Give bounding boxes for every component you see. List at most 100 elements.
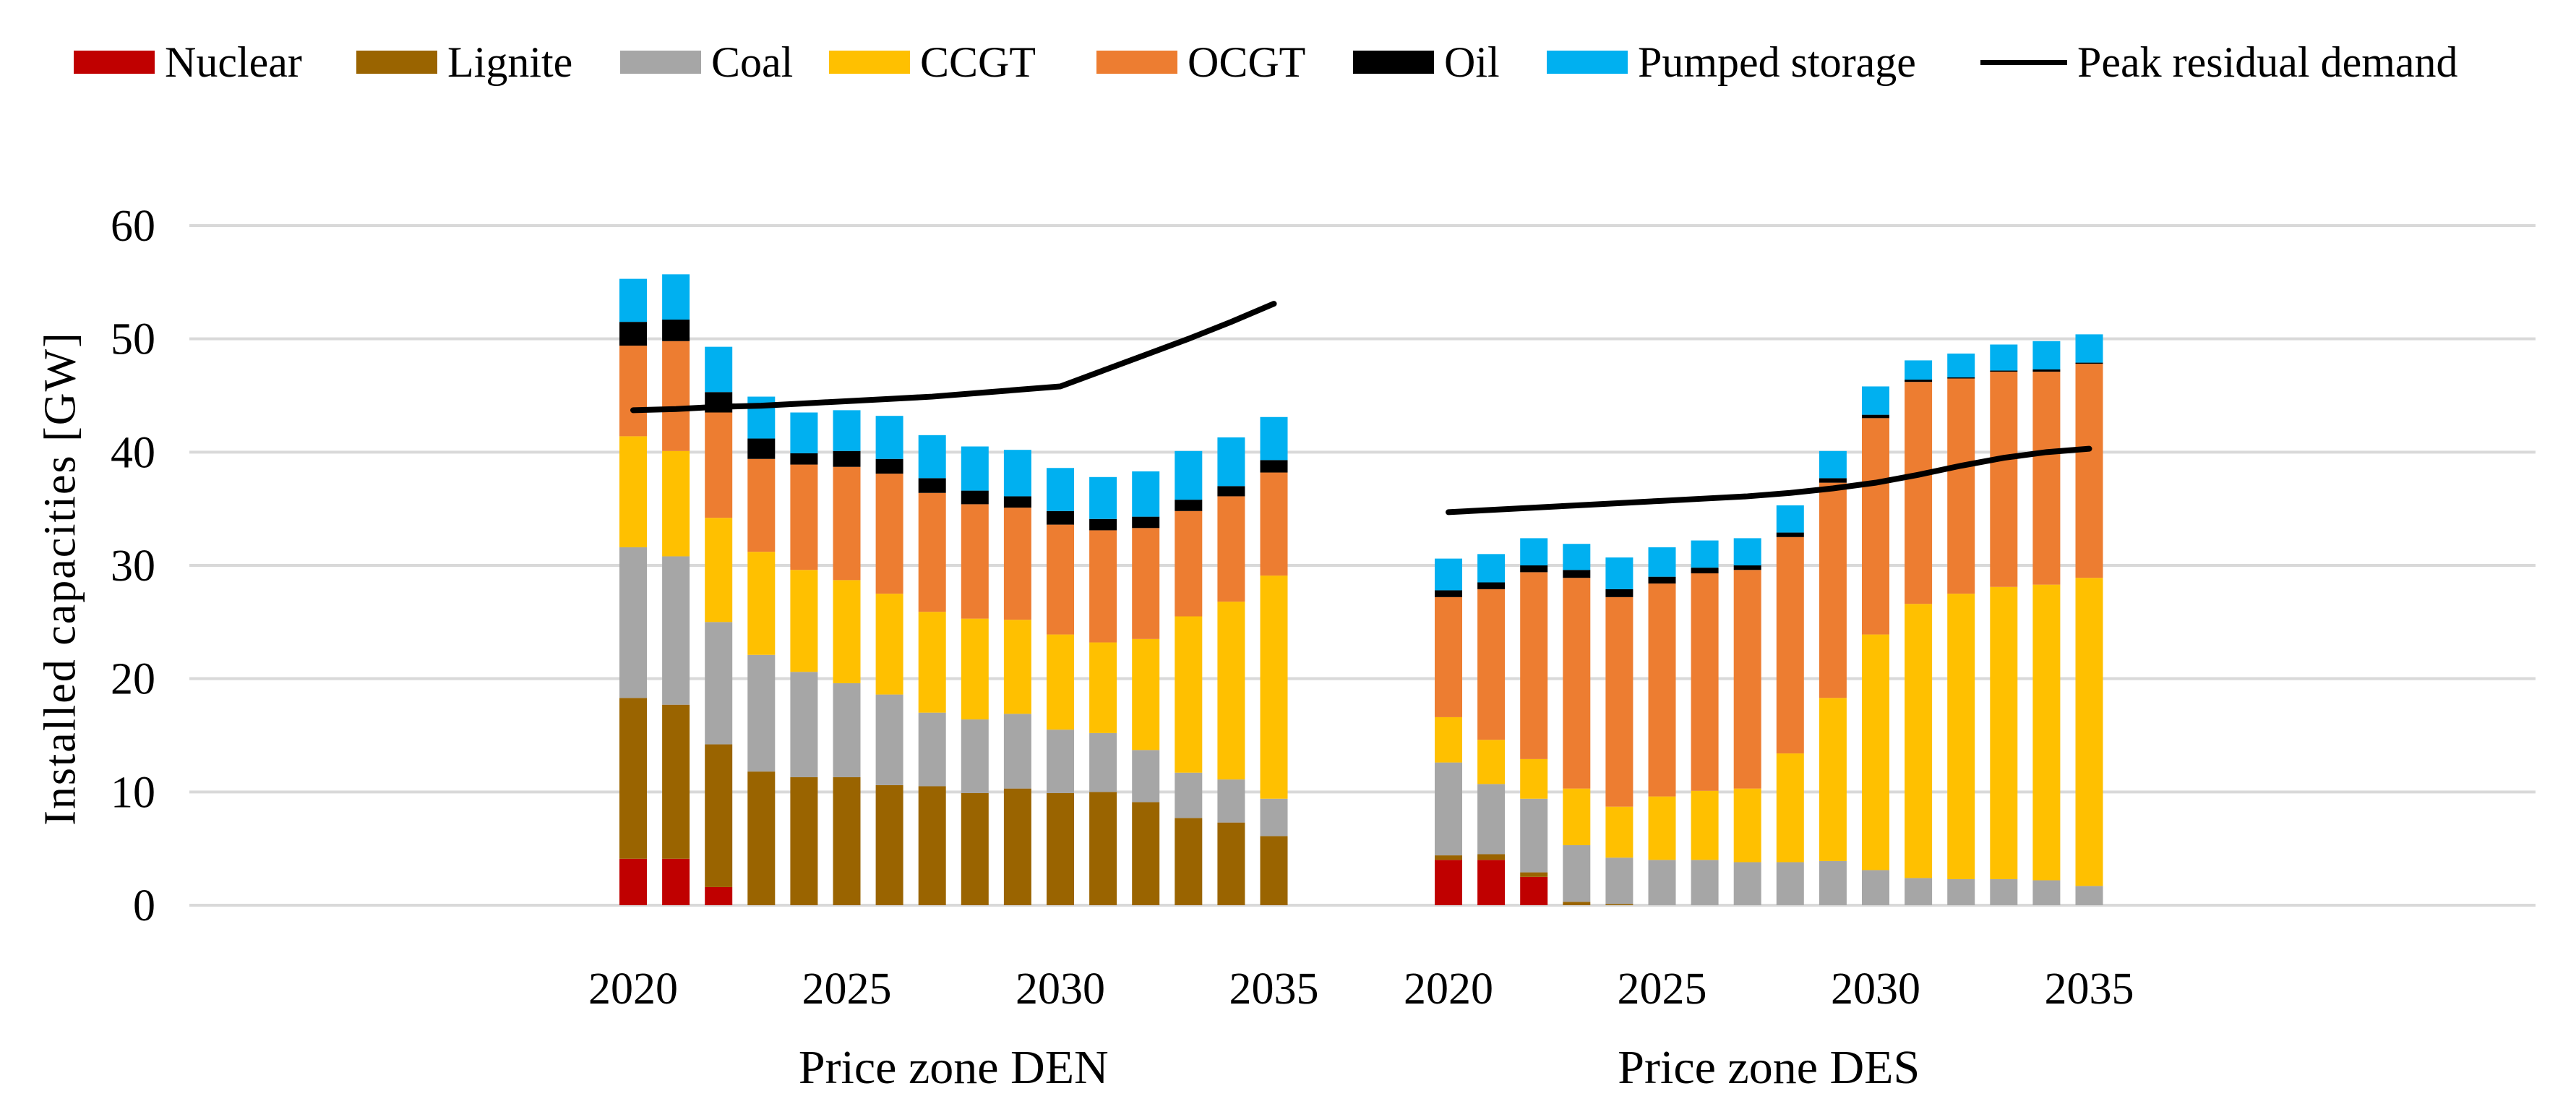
bar-segment — [662, 450, 690, 557]
ocgt-swatch-icon — [1096, 51, 1177, 74]
bar-segment — [1435, 762, 1462, 856]
bar-segment — [662, 556, 690, 705]
bar-segment — [1819, 450, 1847, 479]
bar-segment — [918, 478, 946, 493]
bar-segment — [705, 886, 733, 905]
bar-segment — [1563, 844, 1591, 902]
bar-segment — [1776, 505, 1804, 533]
bar-segment — [1605, 596, 1633, 807]
bar-segment — [1648, 583, 1676, 797]
zone-title: Price zone DES — [1618, 1041, 1920, 1094]
bar-segment — [1175, 500, 1203, 511]
bar-segment — [1605, 806, 1633, 858]
bar-segment — [1477, 740, 1506, 784]
zone-title: Price zone DEN — [799, 1041, 1109, 1094]
bar-segment — [747, 552, 776, 655]
bar-segment — [1175, 772, 1203, 818]
bar-segment — [790, 672, 818, 777]
bar-segment — [1089, 642, 1117, 733]
bar-segment — [1862, 386, 1889, 415]
bar-segment — [1520, 872, 1548, 877]
bar-segment — [1990, 878, 2018, 905]
bar-segment — [790, 464, 818, 570]
bar-segment — [619, 858, 647, 905]
legend-item-ocgt: OCGT — [1096, 33, 1305, 91]
bar-segment — [2075, 334, 2103, 363]
bar-segment — [705, 518, 733, 623]
bar-segment — [1217, 496, 1245, 602]
bar-segment — [1905, 380, 1933, 382]
bar-segment — [1819, 860, 1847, 905]
bar-segment — [1605, 557, 1633, 589]
bar-segment — [1563, 544, 1591, 570]
legend-label: Peak residual demand — [2077, 38, 2458, 86]
bar-segment — [1477, 582, 1506, 589]
bar-segment — [1175, 616, 1203, 773]
bar-segment — [2032, 584, 2061, 881]
bar-segment — [619, 278, 647, 322]
bar-segment — [1175, 450, 1203, 500]
y-tick-label: 50 — [111, 315, 155, 364]
bar-segment — [1862, 414, 1889, 419]
bar-segment — [1477, 589, 1506, 740]
bar-segment — [1990, 370, 2018, 372]
bar-segment — [1260, 472, 1288, 576]
bar-segment — [1477, 860, 1506, 905]
bar-segment — [1947, 377, 1975, 379]
bar-segment — [1605, 857, 1633, 904]
bar-segment — [1435, 860, 1462, 905]
bar-segment — [875, 694, 903, 785]
bar-segment — [1862, 870, 1889, 905]
nuclear-swatch-icon — [74, 51, 155, 74]
bar-segment — [1648, 796, 1676, 860]
bar-segment — [875, 416, 903, 459]
bar-segment — [1947, 354, 1975, 377]
bar-segment — [662, 341, 690, 451]
bar-segment — [2075, 364, 2103, 578]
bar-segment — [1563, 578, 1591, 789]
y-tick-label: 30 — [111, 542, 155, 591]
bar-segment — [1175, 510, 1203, 617]
bar-segment — [1047, 634, 1074, 730]
bar-segment — [1260, 576, 1288, 799]
bar-segment — [1477, 854, 1506, 860]
x-tick-label: 2035 — [2045, 965, 2134, 1014]
bar-segment — [1520, 876, 1548, 905]
bar-segment — [1217, 437, 1245, 487]
bar-segment — [1260, 416, 1288, 461]
bar-segment — [1047, 792, 1074, 905]
bar-segment — [619, 547, 647, 698]
bar-segment — [1563, 788, 1591, 845]
bar-segment — [918, 786, 946, 905]
bar-segment — [790, 453, 818, 465]
bar-segment — [833, 683, 861, 777]
bar-segment — [705, 622, 733, 745]
bar-segment — [1691, 568, 1719, 573]
bar-segment — [833, 777, 861, 905]
bar-segment — [1605, 589, 1633, 597]
bar-segment — [1905, 878, 1933, 905]
bar-segment — [1435, 558, 1462, 591]
legend-label: Coal — [711, 38, 794, 86]
bar-segment — [1217, 602, 1245, 780]
bar-segment — [1047, 730, 1074, 793]
bar-segment — [2032, 372, 2061, 585]
bar-segment — [1217, 486, 1245, 497]
bar-segment — [1003, 714, 1031, 789]
bar-segment — [2032, 880, 2061, 905]
bar-segment — [1648, 547, 1676, 577]
bar-segment — [747, 438, 776, 459]
legend-label: Oil — [1444, 38, 1500, 86]
bar-segment — [662, 704, 690, 859]
bar-segment — [1477, 784, 1506, 855]
bar-segment — [2075, 886, 2103, 905]
bar-segment — [1691, 790, 1719, 860]
bar-segment — [1217, 822, 1245, 905]
bar-segment — [2032, 341, 2061, 369]
bar-segment — [1862, 418, 1889, 635]
bar-segment — [747, 654, 776, 772]
bar-segment — [1947, 878, 1975, 905]
bar-segment — [705, 346, 733, 393]
